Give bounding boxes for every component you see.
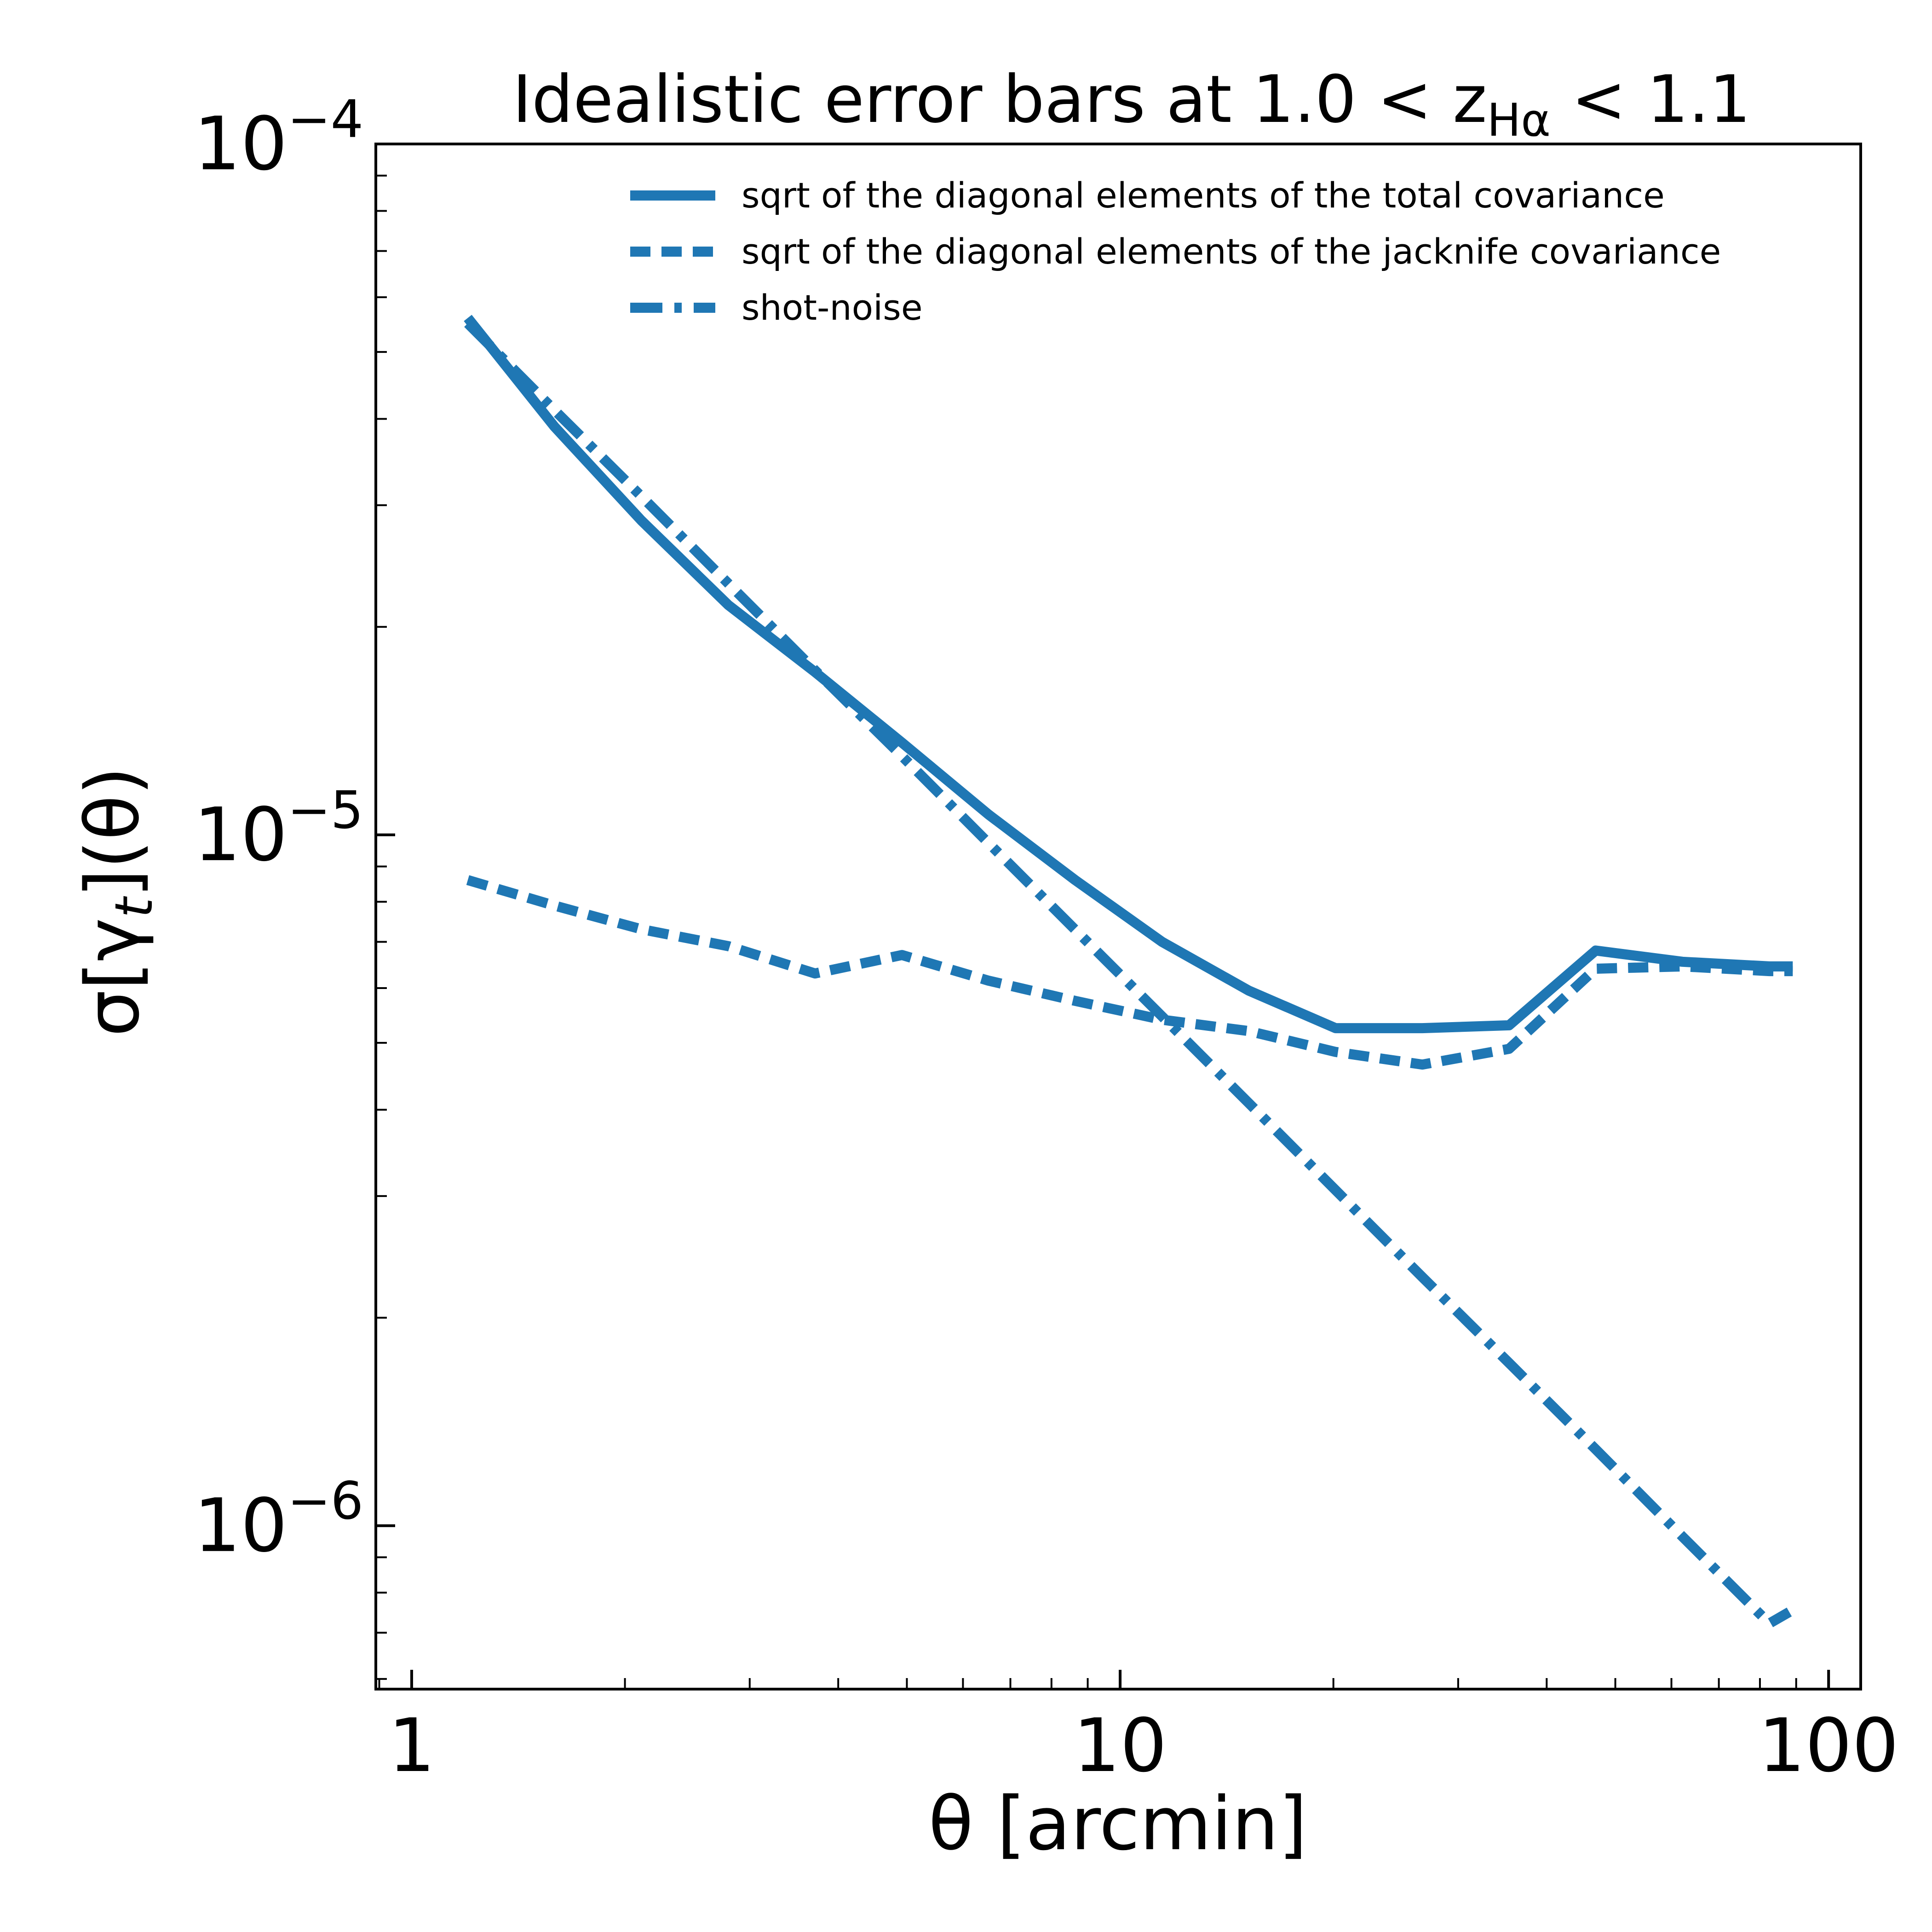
x-tick-label: 10 <box>1073 1702 1167 1788</box>
y-axis: 10−4 10−5 10−6 <box>194 90 395 1680</box>
plot-area <box>464 315 1793 1629</box>
chart-title: Idealistic error bars at 1.0 < zHα < 1.1 <box>512 62 1751 147</box>
legend-label-3: shot-noise <box>742 287 923 328</box>
y-tick-label: 10−5 <box>194 781 363 878</box>
y-axis-label: σ[γt](θ) <box>69 766 164 1037</box>
plot-frame <box>374 143 1862 1690</box>
y-tick-label: 10−6 <box>194 1472 363 1569</box>
series-line-1 <box>464 315 1793 1034</box>
legend-label-2: sqrt of the diagonal elements of the jac… <box>742 231 1721 272</box>
legend: sqrt of the diagonal elements of the tot… <box>630 175 1721 328</box>
y-tick-label: 10−4 <box>194 90 363 187</box>
series-line-3 <box>464 320 1792 1629</box>
x-axis: 1 10 100 <box>378 1670 1899 1788</box>
x-tick-label: 1 <box>388 1702 435 1788</box>
x-axis-label: θ [arcmin] <box>928 1781 1307 1867</box>
legend-label-1: sqrt of the diagonal elements of the tot… <box>742 175 1665 216</box>
x-tick-label: 100 <box>1759 1702 1899 1788</box>
